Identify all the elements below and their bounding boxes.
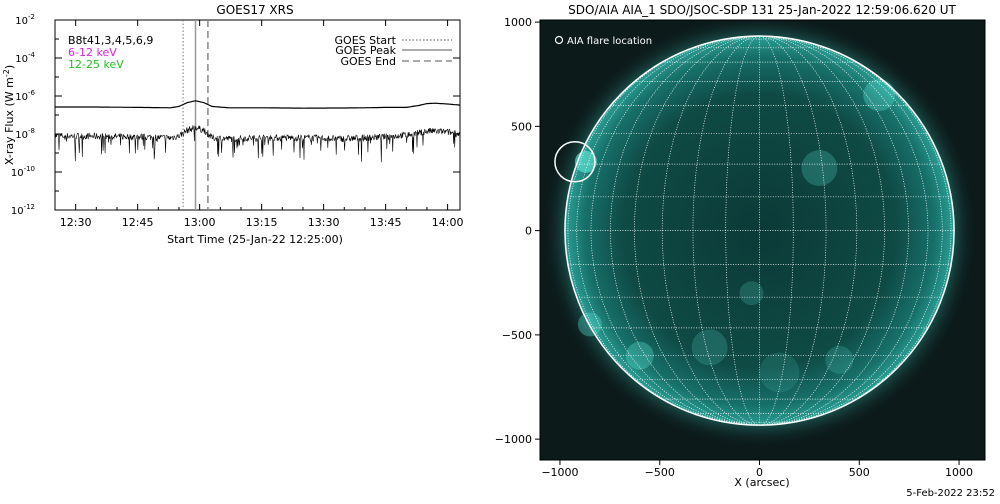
aia-longitude-line (759, 35, 794, 426)
aia-active-region (825, 345, 854, 374)
aia-title: SDO/AIA AIA_1 SDO/JSOC-SDP 131 25-Jan-20… (568, 3, 956, 17)
aia-active-region (739, 281, 764, 306)
aia-longitude-line (759, 35, 827, 426)
goes-y-tick-label: 10-6 (15, 89, 35, 103)
aia-x-tick-label: 500 (849, 466, 870, 479)
goes-y-axis-label: X-ray Flux (W m-2) (2, 65, 16, 165)
aia-longitude-line (590, 35, 760, 426)
goes-x-tick-label: 13:45 (370, 216, 402, 229)
goes-y-tick-label: 10-12 (11, 203, 35, 217)
aia-active-region (863, 79, 896, 112)
goes-y-tick-label: 10-2 (15, 13, 35, 27)
aia-image-panel: SDO/AIA AIA_1 SDO/JSOC-SDP 131 25-Jan-20… (495, 3, 986, 489)
aia-active-region (801, 150, 838, 187)
aia-active-region (625, 341, 654, 370)
aia-longitude-line (759, 35, 909, 426)
aia-axes: −1000 −500 0 500 1000 1000 500 0 −500 −1000 (495, 16, 973, 479)
goes-legend-right: GOES Start GOES Peak GOES End (335, 34, 452, 68)
aia-y-tick-label: 500 (511, 120, 532, 133)
footer-timestamp: 5-Feb-2022 23:52 (906, 488, 995, 499)
aia-legend-marker (554, 35, 564, 45)
goes-x-tick-label: 13:30 (308, 216, 340, 229)
legend-entry-12-25kev: 12-25 keV (68, 58, 124, 71)
goes-x-tick-label: 14:00 (432, 216, 464, 229)
goes-title: GOES17 XRS (216, 3, 293, 17)
legend-entry-channels: B8t41,3,4,5,6,9 (68, 34, 153, 47)
aia-y-tick-label: −1000 (495, 433, 532, 446)
goes-y-tick-label: 10-8 (15, 127, 35, 141)
aia-plot-frame (539, 19, 986, 461)
legend-entry-goes-end: GOES End (340, 55, 396, 68)
legend-entry-6-12kev: 6-12 keV (68, 46, 117, 59)
aia-x-tick-label: 1000 (945, 466, 973, 479)
aia-flare-location-marker (554, 141, 596, 183)
aia-active-regions (574, 79, 896, 393)
goes-x-tick-label: 12:45 (122, 216, 154, 229)
aia-image-content (541, 20, 978, 449)
aia-longitude-line (759, 35, 858, 426)
aia-x-tick-label: 0 (756, 466, 763, 479)
goes-x-tick-label: 12:30 (60, 216, 92, 229)
aia-active-region (691, 329, 728, 366)
aia-limb-outline (564, 35, 955, 426)
goes-y-tick-label: 10-10 (11, 165, 35, 179)
aia-y-tick-label: −500 (502, 329, 532, 342)
goes-x-axis-label: Start Time (25-Jan-22 12:25:00) (167, 233, 343, 246)
goes-legend-left: B8t41,3,4,5,6,9 6-12 keV 12-25 keV (68, 34, 153, 71)
aia-x-axis-label: X (arcsec) (734, 476, 789, 489)
goes-y-tick-label: 10-4 (15, 51, 35, 65)
aia-y-tick-label: 0 (525, 225, 532, 238)
aia-x-tick-label: −1000 (541, 466, 578, 479)
goes-series (54, 100, 461, 163)
goes-series-long-channel (55, 100, 461, 109)
aia-x-tick-label: −500 (645, 466, 675, 479)
goes-event-markers (182, 20, 209, 210)
aia-active-region (759, 352, 800, 393)
aia-longitude-line (661, 35, 760, 426)
goes-chart: GOES17 XRS 10-2 10-4 10-6 10-8 10-10 10-12 12… (2, 3, 463, 246)
goes-series-short-channel (54, 125, 460, 163)
legend-entry-goes-start: GOES Start (335, 34, 397, 47)
goes-x-axis: 12:30 12:45 13:00 13:15 13:30 13:45 14:00 (54, 20, 464, 229)
goes-x-tick-label: 13:15 (246, 216, 278, 229)
goes-x-tick-label: 13:00 (184, 216, 216, 229)
aia-y-tick-label: 1000 (504, 16, 532, 29)
legend-entry-goes-peak: GOES Peak (335, 44, 396, 57)
aia-legend-label: AIA flare location (567, 36, 652, 47)
